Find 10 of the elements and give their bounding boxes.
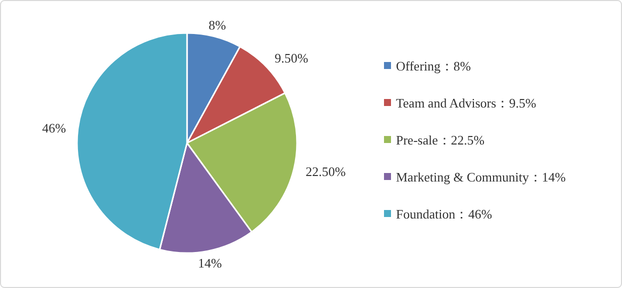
- data-label: 46%: [42, 120, 66, 136]
- legend-label: Team and Advisors：9.5%: [396, 96, 536, 111]
- data-label: 9.50%: [274, 50, 308, 66]
- data-label: 8%: [208, 17, 226, 32]
- legend-label: Pre-sale：22.5%: [396, 132, 485, 148]
- data-label: 22.50%: [306, 164, 346, 180]
- legend-label: Offering：8%: [396, 58, 472, 74]
- legend-label: Marketing & Community：14%: [396, 170, 566, 185]
- legend-label: Foundation：46%: [396, 206, 492, 222]
- data-label: 14%: [198, 255, 222, 270]
